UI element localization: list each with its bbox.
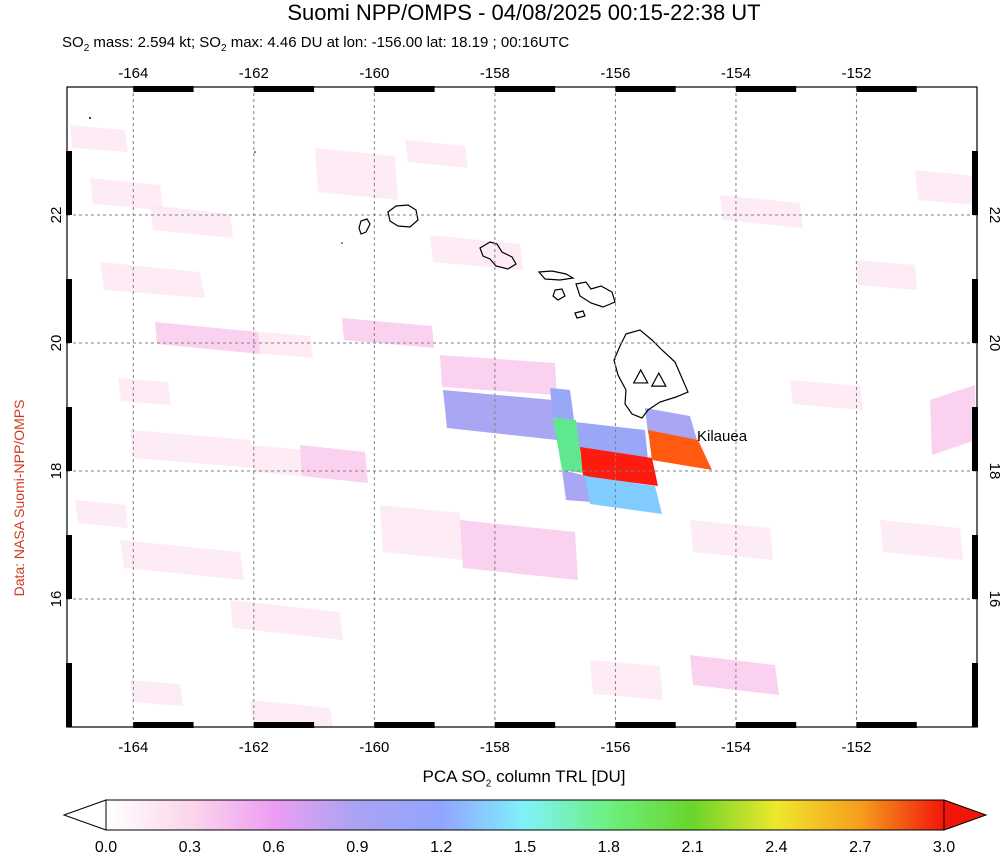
border-bar-top [856,86,917,92]
lon-tick-label-top: -162 [239,65,269,82]
island-lanai [552,288,566,301]
colorbar-title: PCA SO2 column TRL [DU] [0,767,1008,790]
border-bar-left [66,663,72,727]
colorbar-title-prefix: PCA SO [422,767,486,786]
island-molokai [537,270,575,281]
lon-tick-label-top: -164 [118,65,148,82]
colorbar-tick-label: 1.8 [598,839,620,855]
plume-pixel-green [553,418,583,473]
colorbar-tick-label: 0.9 [346,839,368,855]
lon-tick-label-top: -152 [841,65,871,82]
lon-tick-label-top: -154 [721,65,751,82]
border-bar-right [972,151,978,215]
kilauea-label: Kilauea [697,428,748,445]
plume-pixel-blue-north [550,388,574,420]
colorbar-tick-label: 1.5 [514,839,536,855]
colorbar-tick-label: 2.4 [765,839,787,855]
lon-tick-label-bottom: -152 [841,739,871,756]
border-bar-left [66,535,72,599]
border-bar-top [253,86,315,92]
border-bar-bottom [856,722,917,728]
island-kauai [387,204,419,228]
lat-tick-label-left: 20 [48,335,65,352]
plume-pixel-orange [648,430,712,470]
small-island-dots [89,117,343,244]
island-hawaii [613,329,689,419]
colorbar-title-subscript: 2 [485,778,492,790]
border-bar-right [972,407,978,471]
border-bar-bottom [494,722,556,728]
lat-lon-grid [67,87,977,727]
lon-tick-label-bottom: -154 [721,739,751,756]
plume-pixel-max [580,447,658,486]
border-bar-top [494,86,556,92]
colorbar-tick-label: 3.0 [933,839,955,855]
colorbar-high-arrow [943,799,988,831]
border-bar-top [133,86,194,92]
colorbar-tick-label: 1.2 [430,839,452,855]
volcano-triangle [632,368,649,384]
border-bar-right [972,663,978,727]
plume-pixel-purple-west [443,390,557,440]
colorbar-tick-label: 2.7 [849,839,871,855]
lat-tick-label-right: 16 [986,591,1003,608]
so2-max-text: max: 4.46 DU at lon: -156.00 lat: 18.19 … [226,34,570,51]
lat-tick-label-right: 20 [986,335,1003,352]
hawaiian-islands-coastline [358,204,689,419]
border-bar-bottom [735,722,797,728]
lon-tick-label-top: -160 [359,65,389,82]
lon-tick-label-top: -156 [600,65,630,82]
border-bar-right [972,279,978,343]
lon-tick-label-bottom: -164 [118,739,148,756]
colorbar-gradient [105,799,945,831]
colorbar-tick-label: 0.0 [95,839,117,855]
lon-tick-label-bottom: -156 [600,739,630,756]
lat-tick-label-left: 22 [48,207,65,224]
border-bar-left [66,407,72,471]
plume-pixel-purple-south [562,470,591,502]
lat-tick-label-right: 22 [986,207,1003,224]
so2-subscript: 2 [220,43,227,54]
lon-tick-label-bottom: -162 [239,739,269,756]
map-border-bars [66,86,978,728]
volcano-triangle [650,371,667,387]
colorbar-title-suffix: column TRL [DU] [491,767,626,786]
light-so2-pixels [155,318,976,695]
border-bar-top [615,86,676,92]
border-bar-top [735,86,797,92]
so2-plume [443,388,712,514]
colorbar-tick-labels: 0.0 0.3 0.6 0.9 1.2 1.5 1.8 2.1 2.4 2.7 3.0 [95,839,955,855]
so2-mass-prefix: SO [62,34,84,51]
border-bar-left [66,151,72,215]
colorbar-tick-label: 2.1 [681,839,703,855]
island-kahoolawe [574,310,586,319]
lat-tick-label-right: 18 [986,463,1003,480]
so2-subscript: 2 [83,43,90,54]
lat-tick-label-left: 18 [48,463,65,480]
lon-tick-label-bottom: -160 [359,739,389,756]
colorbar-tick-label: 0.6 [262,839,284,855]
map-title: Suomi NPP/OMPS - 04/08/2025 00:15-22:38 … [287,0,761,25]
volcano-markers [632,368,667,387]
border-bar-bottom [374,722,435,728]
lon-tick-label-top: -158 [480,65,510,82]
border-bar-bottom [133,722,194,728]
island-niihau [358,218,371,235]
so2-mass-text: mass: 2.594 kt; SO [89,34,221,51]
border-bar-bottom [253,722,315,728]
border-bar-right [972,535,978,599]
lon-tick-label-bottom: -158 [480,739,510,756]
colorbar-tick-label: 0.3 [179,839,201,855]
island-maui [575,281,616,308]
map-tick-labels: -164 -164 -162 -162 -160 -160 -158 -158 -156 -156… [48,65,1003,756]
so2-summary: SO2 mass: 2.594 kt; SO2 max: 4.46 DU at … [62,34,570,54]
lat-tick-label-left: 16 [48,591,65,608]
plume-pixel-lightblue [585,476,662,514]
border-bar-left [66,279,72,343]
so2-map: Kilauea -164 -164 -162 -162 -160 -160 -158 -158… [48,65,1003,756]
border-bar-top [374,86,435,92]
colorbar-low-arrow [62,799,107,831]
border-bar-bottom [615,722,676,728]
